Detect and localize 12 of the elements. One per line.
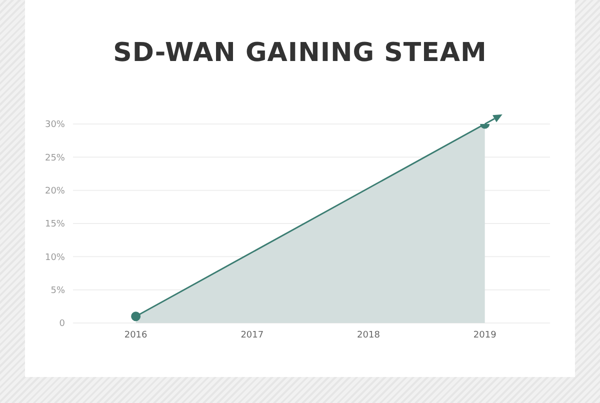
y-tick-label: 5% (50, 286, 66, 296)
x-tick-label: 2019 (473, 330, 497, 340)
y-tick-label: 10% (44, 252, 66, 263)
x-tick-label: 2016 (124, 330, 148, 340)
y-tick-label: 20% (44, 186, 66, 197)
y-tick-label: 15% (44, 220, 66, 230)
x-tick-label: 2017 (240, 330, 264, 340)
y-tick-label: 25% (44, 153, 66, 164)
y-tick-label: 0 (59, 319, 66, 330)
y-tick-label: 30% (44, 120, 66, 130)
x-tick-label: 2018 (357, 330, 380, 340)
chart-title: SD-WAN GAINING STEAM (112, 38, 488, 68)
